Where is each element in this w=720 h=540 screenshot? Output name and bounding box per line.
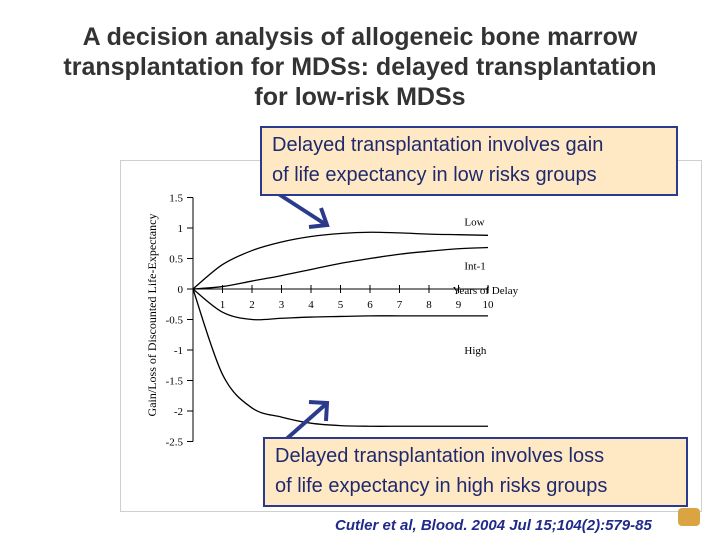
y-tick-label: 1.5	[169, 193, 183, 205]
x-tick-label: 6	[367, 299, 373, 311]
x-tick-label: 4	[308, 299, 314, 311]
slide-logo-icon	[678, 508, 700, 526]
callout-loss-line-2: of life expectancy in high risks groups	[275, 475, 608, 497]
callout-loss-line-1: Delayed transplantation involves loss	[275, 445, 605, 467]
y-tick-label: -2	[174, 406, 183, 418]
y-axis-label: Gain/Loss of Discounted Life-Expectancy	[145, 214, 159, 417]
x-tick-label: 3	[279, 299, 285, 311]
y-tick-label: -1.5	[166, 376, 184, 388]
y-tick-label: -1	[174, 345, 183, 357]
y-tick-label: 0.5	[169, 254, 183, 266]
y-tick-label: -2.5	[166, 437, 184, 449]
slide-title: A decision analysis of allogeneic bone m…	[10, 22, 710, 112]
x-tick-label: 2	[249, 299, 255, 311]
arrows-group	[275, 191, 330, 444]
series-label-high: High	[464, 345, 487, 357]
series-label-low: Low	[464, 216, 484, 228]
series-line-high	[192, 288, 488, 321]
callout-gain-line-1: Delayed transplantation involves gain	[272, 134, 604, 156]
x-tick-label: 7	[397, 299, 403, 311]
top-arrow-head	[308, 207, 330, 229]
series-line-int-1	[192, 246, 489, 290]
x-tick-label: 9	[456, 299, 462, 311]
x-tick-label: 8	[426, 299, 432, 311]
y-tick-label: 0	[178, 284, 184, 296]
title-line-1: A decision analysis of allogeneic bone m…	[82, 23, 638, 51]
series-line-int-2	[192, 288, 488, 427]
x-tick-label: 1	[220, 299, 226, 311]
title-line-2: transplantation for MDSs: delayed transp…	[63, 53, 657, 81]
y-tick-label: -0.5	[166, 315, 184, 327]
title-line-3: for low-risk MDSs	[254, 83, 466, 111]
y-tick-label: 1	[178, 223, 184, 235]
callout-gain: Delayed transplantation involves gain of…	[260, 126, 678, 196]
callout-loss: Delayed transplantation involves loss of…	[263, 437, 688, 507]
top-arrow	[275, 191, 327, 226]
x-axis-label: Years of Delay	[453, 285, 519, 297]
bottom-arrow	[281, 402, 328, 444]
series-label-int-1: Int-1	[464, 261, 485, 273]
bottom-arrow-head	[308, 400, 330, 422]
axes-group: 1.5 1 0.5 0 -0.5 -1 -1.5 -2 -2.5 1 2 3 4 5 6 7 8 9 10 Years…	[166, 193, 519, 449]
citation: Cutler et al, Blood. 2004 Jul 15;104(2):…	[335, 517, 652, 534]
x-tick-label: 5	[338, 299, 344, 311]
series-line-low	[192, 231, 489, 290]
callout-gain-line-2: of life expectancy in low risks groups	[272, 164, 597, 186]
x-tick-label: 10	[483, 299, 495, 311]
